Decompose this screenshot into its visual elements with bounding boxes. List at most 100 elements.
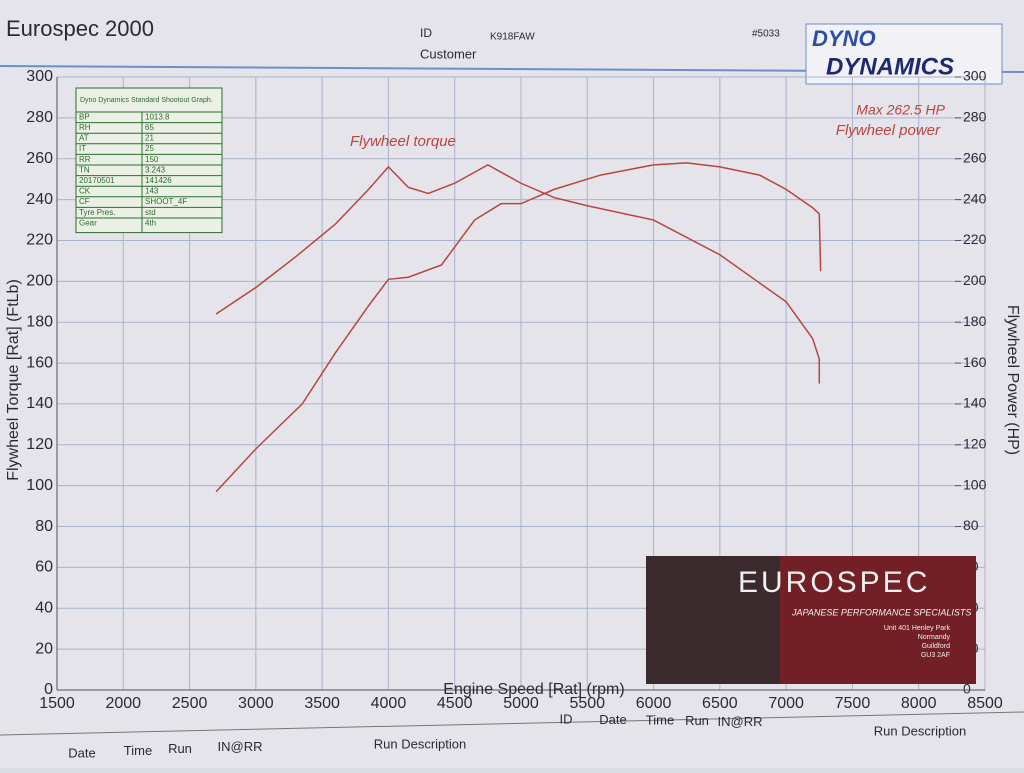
logo-line1: DYNO	[812, 26, 876, 51]
info-cell: Gear	[79, 218, 97, 227]
run-header: ID	[560, 711, 573, 726]
info-title: Dyno Dynamics Standard Shootout Graph.	[80, 97, 213, 104]
series-line	[215, 162, 822, 493]
info-cell: IT	[79, 144, 86, 153]
y2-tick-label: 300	[963, 68, 987, 84]
y-tick-label: 160	[26, 354, 53, 371]
y2-tick-label: 260	[963, 149, 987, 165]
y2-tick-label: 120	[963, 436, 987, 452]
y-tick-label: 260	[26, 150, 53, 167]
x-tick-label: 1500	[39, 695, 75, 712]
info-cell: 65	[145, 123, 154, 132]
id-value: K918FAW	[490, 32, 535, 43]
info-cell: CK	[79, 187, 91, 196]
series-label: Flywheel torque	[350, 133, 456, 150]
y2-tick-label: 100	[963, 476, 987, 492]
sheet-title: Eurospec 2000	[6, 16, 154, 41]
address-line: Unit 401 Henley Park	[884, 625, 951, 632]
x-tick-label: 7500	[835, 695, 871, 712]
y2-tick-label: 0	[963, 681, 971, 697]
y-axis-label: Flywheel Torque [Rat] (FtLb)	[5, 279, 22, 481]
series-label: Flywheel power	[836, 122, 941, 139]
y-tick-label: 60	[35, 559, 53, 576]
info-cell: CF	[79, 197, 90, 206]
x-tick-label: 8500	[967, 695, 1003, 712]
logo-line2: DYNAMICS	[826, 53, 954, 80]
info-cell: 1013.8	[145, 112, 170, 121]
y2-tick-label: 180	[963, 313, 987, 329]
info-table: Dyno Dynamics Standard Shootout Graph. BP…	[75, 87, 223, 234]
x-tick-label: 7000	[768, 695, 804, 712]
info-cell: 25	[145, 144, 154, 153]
run-header: Run	[685, 713, 709, 728]
y-tick-label: 0	[44, 681, 53, 698]
advert-brand: EUROSPEC	[738, 566, 930, 599]
y-tick-label: 200	[26, 273, 53, 290]
x-tick-label: 6000	[636, 695, 672, 712]
info-cell: BP	[79, 112, 90, 121]
y2-tick-label: 140	[963, 395, 987, 411]
run-header: Run	[168, 741, 192, 756]
x-tick-label: 2000	[105, 695, 141, 712]
run-header: Run Description	[874, 723, 967, 738]
x-tick-label: 4000	[371, 695, 407, 712]
address-line: Guildford	[922, 643, 951, 650]
info-cell: TN	[79, 165, 90, 174]
x-axis-label: Engine Speed [Rat] (rpm)	[443, 681, 624, 698]
advert-tagline: JAPANESE PERFORMANCE SPECIALISTS	[791, 607, 971, 617]
info-cell: 141426	[145, 176, 172, 185]
y-tick-label: 180	[26, 313, 53, 330]
x-tick-label: 5500	[569, 695, 605, 712]
y-tick-label: 40	[35, 599, 53, 616]
chart: 1500 2000 2500 3000 3500 4000 4500 5000 5500 6000…	[5, 68, 1021, 713]
info-cell: RR	[79, 155, 91, 164]
run-header: IN@RR	[718, 714, 763, 729]
y-tick-label: 220	[26, 232, 53, 249]
y-tick-label: 140	[26, 395, 53, 412]
x-tick-label: 3000	[238, 695, 274, 712]
series-line	[215, 164, 821, 384]
y-tick-label: 80	[35, 518, 53, 535]
y-tick-label: 240	[26, 191, 53, 208]
info-cell: 21	[145, 134, 154, 143]
y2-axis-label: Flywheel Power (HP)	[1004, 305, 1021, 455]
run-header: Run Description	[374, 737, 467, 752]
sheet-number: #5033	[752, 29, 780, 40]
advert-address: Unit 401 Henley Park Normandy Guildford GU3…	[884, 625, 951, 659]
run-header: Date	[599, 712, 626, 727]
x-tick-label: 4500	[437, 695, 473, 712]
y2-tick-label: 220	[963, 231, 987, 247]
run-table-rule	[0, 711, 1024, 736]
customer-label: Customer	[420, 46, 477, 61]
x-tick-label: 2500	[172, 695, 208, 712]
address-line: Normandy	[918, 634, 951, 641]
y2-tick-label: 200	[963, 272, 987, 288]
info-cell: Tyre Pres.	[79, 208, 115, 217]
info-cell: SHOOT_4F	[145, 197, 187, 206]
info-cell: 3.243	[145, 165, 166, 174]
x-tick-label: 5000	[503, 695, 539, 712]
info-cell: 4th	[145, 218, 156, 227]
advert-red	[780, 556, 976, 684]
info-cell: 20170501	[79, 176, 115, 185]
y2-tick-label: 280	[963, 109, 987, 125]
x-tick-label: 3500	[304, 695, 340, 712]
y-tick-label: 300	[26, 68, 53, 85]
info-cell: RH	[79, 123, 91, 132]
info-cell: AT	[79, 134, 89, 143]
y-tick-label: 120	[26, 436, 53, 453]
run-header: Time	[124, 743, 152, 758]
y2-tick-label: 80	[963, 517, 979, 533]
y-tick-label: 20	[35, 640, 53, 657]
y2-tick-label: 240	[963, 190, 987, 206]
y-tick-label: 280	[26, 109, 53, 126]
info-cell: 150	[145, 155, 159, 164]
y-tick-label: 100	[26, 477, 53, 494]
logo-box	[805, 23, 1003, 85]
annotation: Max 262.5 HP	[856, 102, 945, 118]
info-cell: std	[145, 208, 156, 217]
address-line: GU3 2AF	[921, 652, 950, 659]
info-cell: 143	[145, 187, 159, 196]
y2-tick-label: 160	[963, 354, 987, 370]
